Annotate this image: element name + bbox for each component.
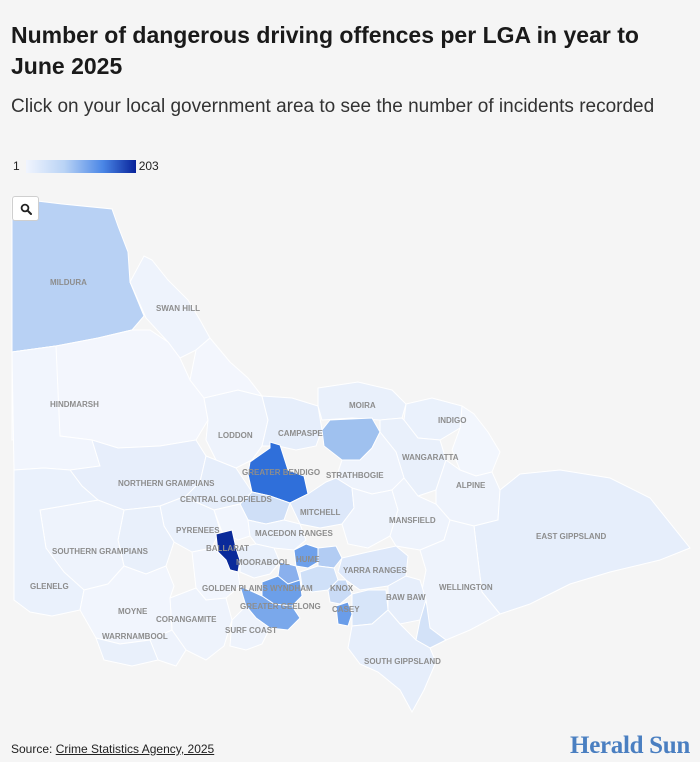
lga-moira[interactable] <box>317 381 407 421</box>
lga-whittlesea[interactable] <box>317 545 343 569</box>
chart-title: Number of dangerous driving offences per… <box>11 22 639 79</box>
lga-shapes <box>11 197 691 714</box>
lga-swan-hill[interactable] <box>129 255 211 359</box>
lga-wellington[interactable] <box>419 519 501 641</box>
lga-glenelg[interactable] <box>13 467 100 617</box>
legend-max-label: 203 <box>138 159 159 173</box>
lga-casey[interactable] <box>335 601 353 627</box>
lga-macedon-ranges[interactable] <box>247 519 307 551</box>
lga-campaspe[interactable] <box>261 395 323 451</box>
chart-subtitle: Click on your local government area to s… <box>11 96 655 117</box>
zoom-button[interactable] <box>12 196 39 221</box>
lga-mildura[interactable] <box>11 197 145 353</box>
lga-surf-coast[interactable] <box>229 605 271 651</box>
source-note: Source: Crime Statistics Agency, 2025 <box>11 742 214 756</box>
search-icon <box>20 203 32 215</box>
lga-gannawarra[interactable] <box>189 337 264 399</box>
lga-south-gippsland[interactable] <box>347 609 437 714</box>
victoria-lga-map[interactable]: MILDURA SWAN HILL HINDMARSH LODDON MOIRA… <box>0 190 700 730</box>
lga-murrindindi[interactable] <box>341 487 399 549</box>
color-legend: 1 203 <box>13 158 159 174</box>
lga-moorabool[interactable] <box>235 543 281 579</box>
lga-greater-bendigo[interactable] <box>247 441 309 504</box>
lga-east-gippsland[interactable] <box>473 469 691 615</box>
lga-warrnambool[interactable] <box>95 637 159 667</box>
legend-gradient-bar <box>25 159 136 173</box>
source-prefix: Source: <box>11 742 56 756</box>
brand-logo: Herald Sun <box>570 732 690 759</box>
source-link[interactable]: Crime Statistics Agency, 2025 <box>55 742 215 756</box>
legend-min-label: 1 <box>13 159 20 173</box>
